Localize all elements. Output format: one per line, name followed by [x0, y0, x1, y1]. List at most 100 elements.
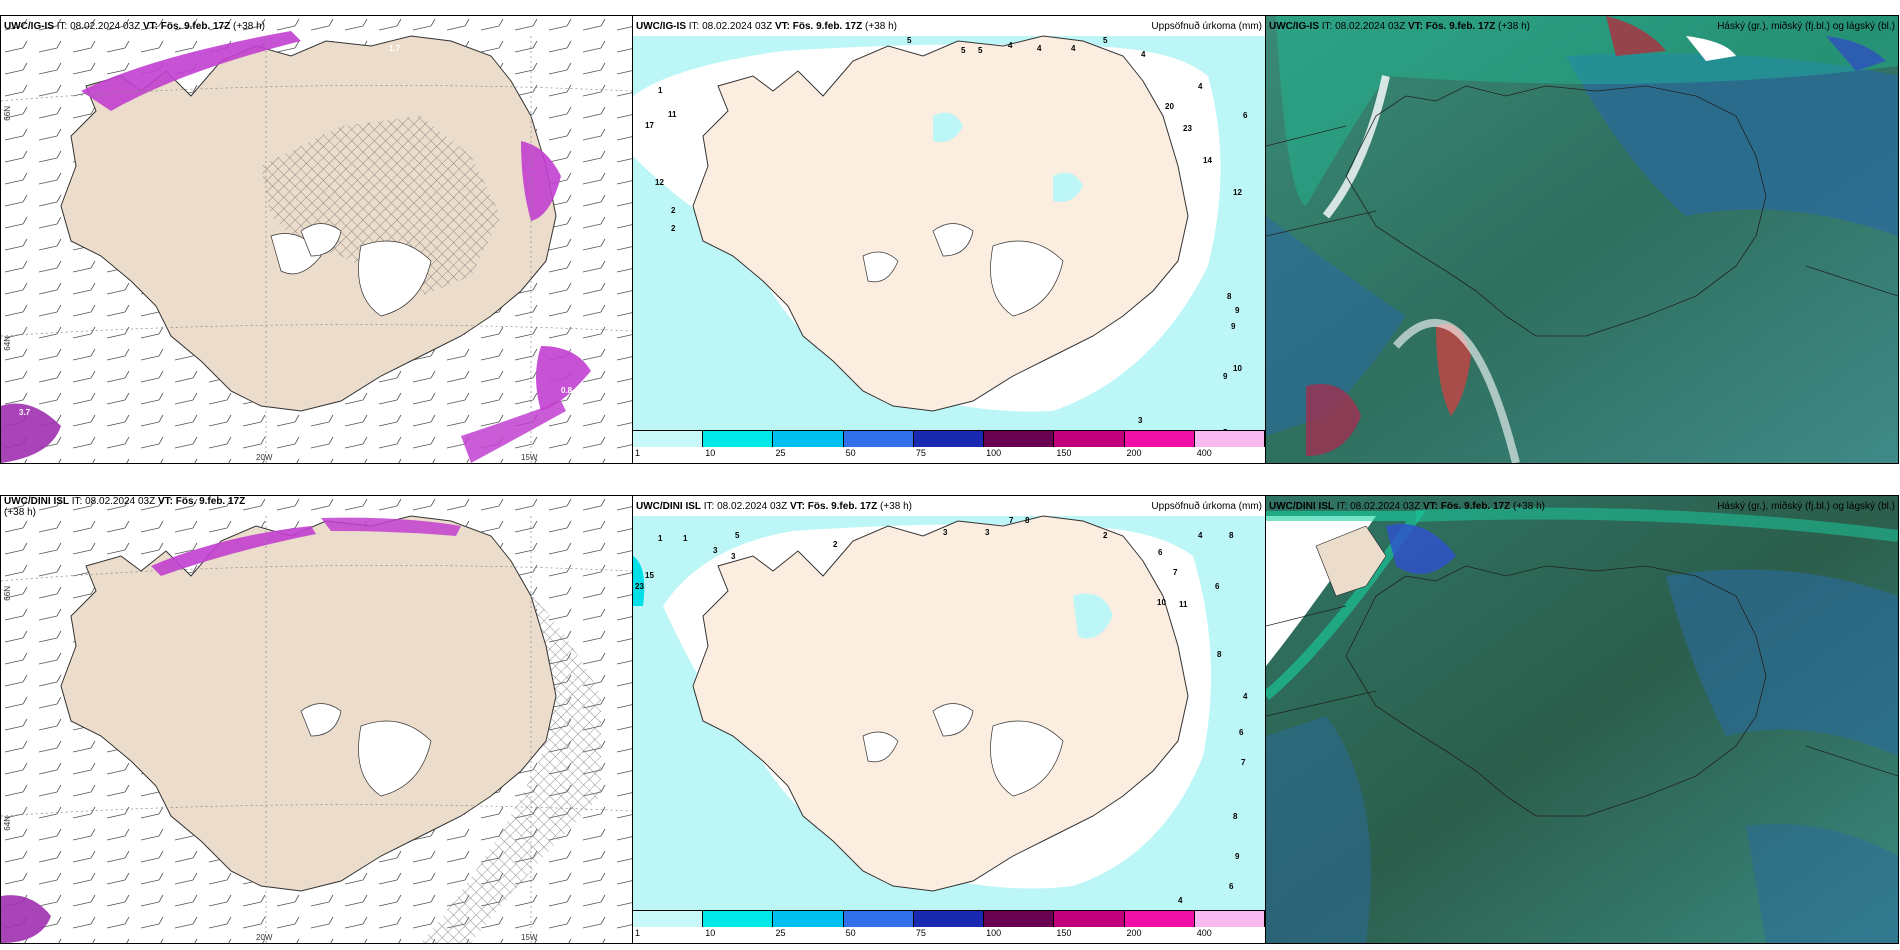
colorbar-swatch: [773, 911, 844, 927]
precip-value: 8: [1227, 292, 1232, 301]
lead-time: (+38 h): [1498, 20, 1530, 32]
panel-dini-wind: UWC/DINI ISL IT: 08.02.2024 03Z VT: Fös.…: [0, 495, 633, 944]
it-label: IT:: [688, 20, 700, 32]
field-title: Háský (gr.), miðský (fj.bl.) og lágský (…: [1717, 20, 1895, 32]
colorbar-swatch: [913, 911, 985, 927]
iceland-land: [60, 515, 557, 892]
precip-value: 6: [1243, 111, 1248, 120]
precip-value: 11: [1179, 600, 1188, 609]
panel-ig-precip: UWC/IG-IS IT: 08.02.2024 03Z VT: Fös. 9.…: [632, 15, 1266, 464]
it-label: IT:: [703, 500, 715, 512]
precip-value: 3: [985, 528, 990, 537]
precip-value: 2: [833, 540, 838, 549]
colorbar-tick-label: 400: [1196, 928, 1212, 938]
it-value: 08.02.2024 03Z: [1350, 500, 1421, 512]
panel-dini-cloud: UWC/DINI ISL IT: 08.02.2024 03Z VT: Fös.…: [1265, 495, 1899, 944]
precip-value: 2: [671, 206, 676, 215]
cloud-map: [1266, 496, 1898, 943]
precip-value: 9: [1235, 306, 1240, 315]
vt-label: VT:: [142, 20, 158, 32]
colorbar-swatch: [633, 911, 704, 927]
vt-value: Fös. 9.feb. 17Z: [1425, 20, 1496, 32]
vt-value: Fös. 9.feb. 17Z: [160, 20, 231, 32]
colorbar-swatch: [984, 911, 1055, 927]
precip-value: 3: [731, 552, 736, 561]
precip-value: 7: [1009, 516, 1014, 525]
colorbar-tick-label: 50: [845, 928, 856, 938]
colorbar-tick-label: 50: [845, 448, 856, 458]
it-value: 08.02.2024 03Z: [717, 500, 788, 512]
wind-map: [1, 496, 632, 943]
colorbar-tick-label: 200: [1126, 928, 1142, 938]
colorbar-swatch: [1124, 431, 1195, 447]
precip-value: 6: [1229, 882, 1234, 891]
vt-value: Fös. 9.feb. 17Z: [807, 500, 878, 512]
precip-map: [633, 515, 1265, 926]
lead-time: (+38 h): [880, 500, 912, 512]
precip-value: 9: [1223, 372, 1228, 381]
vt-label: VT:: [157, 496, 173, 507]
precip-value: 23: [635, 582, 644, 591]
precip-value: 8: [1229, 531, 1234, 540]
colorbar-swatch: [773, 431, 844, 447]
precip-value: 17: [645, 121, 654, 130]
panel-header: UWC/IG-IS IT: 08.02.2024 03Z VT: Fös. 9.…: [633, 16, 1265, 36]
precip-value: 5: [1103, 36, 1108, 45]
precip-colorbar: [633, 910, 1265, 927]
lat-label-66n: 66N: [3, 106, 12, 121]
precip-colorbar: [633, 430, 1265, 447]
colorbar-swatch: [703, 431, 774, 447]
precip-value: 5: [961, 46, 966, 55]
colorbar-swatch: [984, 431, 1055, 447]
lat-label-64n: 64N: [3, 816, 12, 831]
vt-label: VT:: [789, 500, 805, 512]
colorbar-tick-label: 400: [1196, 448, 1212, 458]
precip-value: 20: [1165, 102, 1174, 111]
vt-label: VT:: [1407, 20, 1423, 32]
colorbar-swatch: [1054, 911, 1125, 927]
it-label: IT:: [1336, 500, 1348, 512]
map-value: 3.7: [19, 408, 31, 417]
precip-value: 3: [713, 546, 718, 555]
precip-value: 2: [1103, 531, 1108, 540]
precip-value: 1: [683, 534, 688, 543]
precip-value: 15: [645, 571, 654, 580]
colorbar-tick-label: 100: [986, 448, 1002, 458]
model-label: UWC/DINI ISL: [4, 496, 69, 507]
field-title: Uppsöfnuð úrkoma (mm): [1151, 500, 1262, 512]
precip-value: 6: [1158, 548, 1163, 557]
lead-time: (+38 h): [1513, 500, 1545, 512]
colorbar-swatch: [843, 431, 914, 447]
colorbar-swatch: [843, 911, 914, 927]
precip-value: 14: [1203, 156, 1212, 165]
precip-value: 1: [658, 534, 663, 543]
colorbar-tick-label: 75: [915, 448, 926, 458]
precip-value: 3: [943, 528, 948, 537]
precip-value: 9: [1235, 852, 1240, 861]
precip-value: 6: [1215, 582, 1220, 591]
panel-header: UWC/IG-IS IT: 08.02.2024 03Z VT: Fös. 9.…: [1, 16, 632, 36]
iceland-land: [692, 35, 1189, 412]
precip-colorbar-labels: 1 10 25 50 75 100 150 200 400: [633, 928, 1265, 940]
wind-map: [1, 16, 632, 463]
colorbar-tick-label: 100: [986, 928, 1002, 938]
colorbar-tick-label: 25: [775, 928, 786, 938]
colorbar-tick-label: 10: [705, 928, 716, 938]
model-label: UWC/IG-IS: [4, 20, 54, 32]
precip-value: 3: [1138, 416, 1143, 425]
lon-label-15w: 15W: [521, 933, 538, 942]
colorbar-swatch: [633, 431, 704, 447]
precip-value: 11: [668, 110, 677, 119]
it-label: IT:: [71, 496, 83, 507]
it-value: 08.02.2024 03Z: [70, 20, 141, 32]
precip-value: 10: [1157, 598, 1166, 607]
colorbar-swatch: [913, 431, 985, 447]
precip-value: 12: [655, 178, 664, 187]
lead-time: (+38 h): [4, 507, 36, 518]
precip-value: 4: [1178, 896, 1183, 905]
it-label: IT:: [56, 20, 68, 32]
precip-value: 12: [1233, 188, 1242, 197]
precip-value: 4: [1141, 50, 1146, 59]
precip-value: 4: [1198, 531, 1203, 540]
colorbar-swatch: [1194, 911, 1265, 927]
